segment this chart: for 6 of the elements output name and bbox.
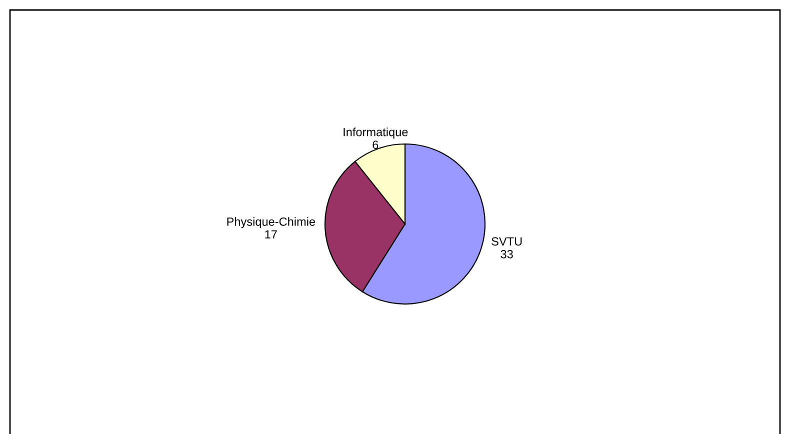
slice-label: SVTU xyxy=(492,237,522,246)
data-label: 33 xyxy=(500,250,513,258)
slice-label: Informatique xyxy=(344,128,408,139)
data-label: 6 xyxy=(372,140,378,149)
data-label: 17 xyxy=(265,230,277,238)
slice-label: Physique-Chimie xyxy=(227,217,316,228)
